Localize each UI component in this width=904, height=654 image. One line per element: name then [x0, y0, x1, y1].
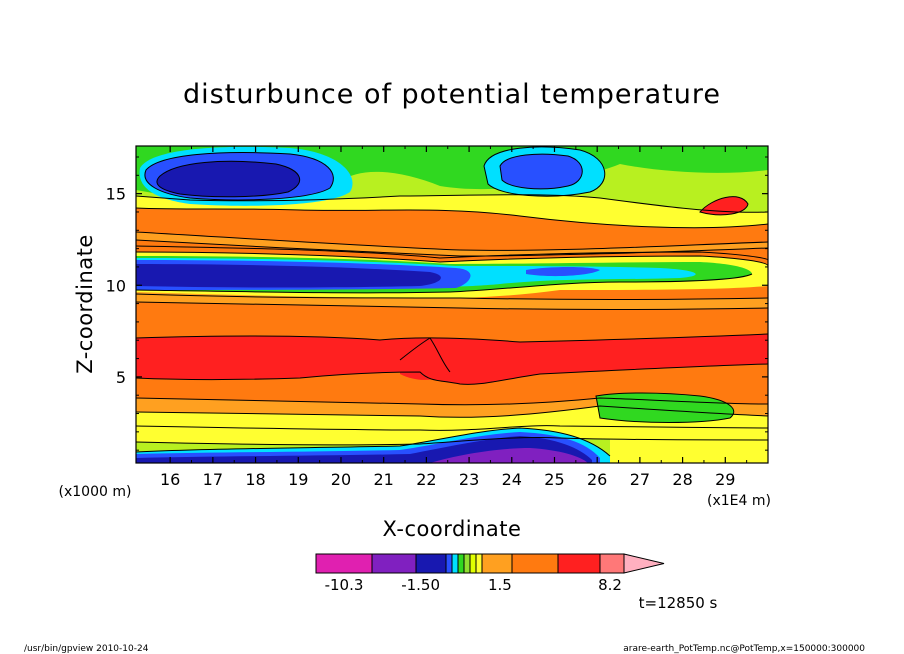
- x-unit-label: (x1E4 m): [707, 493, 771, 509]
- y-axis-label: Z-coordinate: [73, 234, 97, 374]
- contour-lines: [136, 146, 768, 457]
- colorbar-label: 1.5: [488, 576, 512, 594]
- colorbar-label: 8.2: [598, 576, 622, 594]
- footer-right: arare-earth_PotTemp.nc@PotTemp,x=150000:…: [623, 644, 865, 654]
- colorbar-segment: [481, 553, 513, 574]
- band-light-orange-1: [136, 232, 768, 256]
- colorbar-segment: [557, 553, 601, 574]
- warm-layer-red: [136, 334, 768, 385]
- colorbar-segment: [469, 553, 477, 574]
- footer-left: /usr/bin/gpview 2010-10-24: [24, 644, 149, 654]
- cold-tongue-mid-blue: [526, 267, 600, 277]
- y-unit-label: (x1000 m): [59, 484, 132, 500]
- y-tick-label: 15: [106, 185, 126, 204]
- x-tick-label: 24: [502, 470, 522, 489]
- colorbar-arrow: [623, 553, 665, 574]
- plot-frame: [135, 145, 769, 464]
- colorbar-segment: [463, 553, 471, 574]
- x-tick-label: 29: [715, 470, 735, 489]
- colorbar-label: -1.50: [401, 576, 440, 594]
- lower-band-yellow-2: [610, 430, 768, 463]
- band-light-orange-2: [136, 292, 768, 310]
- temperature-field: [136, 146, 768, 463]
- y-tick-label: 5: [116, 368, 126, 387]
- colorbar-segment: [315, 553, 373, 574]
- time-label: t=12850 s: [639, 594, 718, 612]
- x-tick-label: 27: [630, 470, 650, 489]
- colorbar-segment: [415, 553, 447, 574]
- x-tick-label: 18: [245, 470, 265, 489]
- colorbar-label: -10.3: [325, 576, 364, 594]
- colorbar-segment: [599, 553, 625, 574]
- x-tick-label: 17: [203, 470, 223, 489]
- x-tick-label: 26: [587, 470, 607, 489]
- lower-band-green-right: [596, 393, 734, 423]
- y-tick-label: 10: [106, 276, 126, 295]
- cell-upper-mid-blue: [500, 154, 583, 189]
- axis-ticks: 16 17 18 19 20 21 22 23 24 25 26 27 28 29 5 10 15: [106, 146, 768, 489]
- x-tick-label: 16: [160, 470, 180, 489]
- x-tick-label: 19: [288, 470, 308, 489]
- cell-upper-left-dark: [156, 161, 300, 197]
- colorbar-segment: [451, 553, 459, 574]
- x-tick-label: 21: [373, 470, 393, 489]
- x-tick-label: 20: [331, 470, 351, 489]
- x-tick-label: 25: [544, 470, 564, 489]
- x-tick-label: 22: [416, 470, 436, 489]
- colorbar: [315, 553, 665, 574]
- colorbar-segment: [457, 553, 465, 574]
- colorbar-segment: [445, 553, 453, 574]
- colorbar-segment: [511, 553, 559, 574]
- colorbar-segment: [475, 553, 483, 574]
- cold-tongue-dark: [136, 264, 441, 288]
- colorbar-labels: -10.3 -1.50 1.5 8.2: [325, 576, 622, 594]
- x-tick-label: 23: [459, 470, 479, 489]
- chart-title: disturbunce of potential temperature: [183, 79, 721, 110]
- x-tick-label: 28: [672, 470, 692, 489]
- warm-layer-spike: [400, 338, 450, 380]
- colorbar-segment: [371, 553, 417, 574]
- x-axis-label: X-coordinate: [383, 517, 522, 541]
